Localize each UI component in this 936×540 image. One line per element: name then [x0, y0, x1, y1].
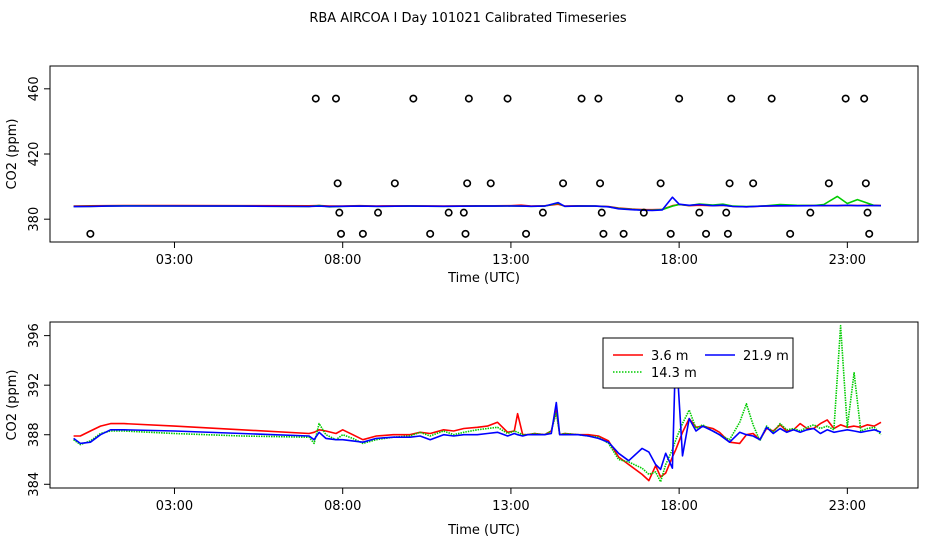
series-line-3-6-m	[73, 409, 882, 482]
plot-marks	[73, 94, 882, 238]
x-tick-label: 03:00	[156, 253, 193, 268]
calibration-point	[86, 229, 95, 238]
calibration-point	[725, 179, 734, 188]
x-tick-label: 08:00	[324, 253, 361, 268]
x-axis-label: Time (UTC)	[447, 271, 520, 286]
calibration-point	[863, 208, 872, 217]
x-axis: 03:00 08:00 13:00 18:00 23:00	[156, 488, 866, 514]
calibration-point	[461, 229, 470, 238]
legend-label-3-6m: 3.6 m	[651, 349, 688, 364]
calibration-point	[656, 179, 665, 188]
calibration-point	[702, 229, 711, 238]
calibration-point	[409, 94, 418, 103]
series-line-14-3-m	[73, 195, 882, 211]
calibration-point	[486, 179, 495, 188]
calibration-point	[865, 229, 874, 238]
calibration-point	[374, 208, 383, 217]
calibration-point	[597, 208, 606, 217]
calibration-point	[444, 208, 453, 217]
calibration-point	[786, 229, 795, 238]
series-line-21-9-m	[73, 344, 882, 471]
calibration-point	[722, 208, 731, 217]
y-tick-label: 384	[27, 472, 42, 497]
calibration-point	[559, 179, 568, 188]
calibration-point	[695, 208, 704, 217]
calibration-point	[861, 179, 870, 188]
calibration-point	[311, 94, 320, 103]
legend: 3.6 m 21.9 m 14.3 m	[602, 337, 794, 389]
calibration-panel: 03:00 08:00 13:00 18:00 23:00 380 420 460 Time…	[5, 65, 919, 286]
calibration-point	[331, 94, 340, 103]
calibration-point	[335, 208, 344, 217]
calibration-point	[767, 94, 776, 103]
figure-title: RBA AIRCOA I Day 101021 Calibrated Times…	[309, 11, 627, 26]
y-tick-label: 380	[27, 207, 42, 232]
calibration-point	[463, 179, 472, 188]
x-tick-label: 13:00	[492, 253, 529, 268]
calibration-point	[358, 229, 367, 238]
calibration-point	[749, 179, 758, 188]
y-tick-label: 420	[27, 142, 42, 167]
calibration-point	[727, 94, 736, 103]
calibration-point	[723, 229, 732, 238]
calibration-point	[337, 229, 346, 238]
calibration-point	[538, 208, 547, 217]
y-tick-label: 396	[27, 323, 42, 348]
y-axis: 380 420 460	[27, 76, 50, 232]
calibration-point	[675, 94, 684, 103]
plot-marks	[73, 324, 882, 483]
series-line-21-9-m	[73, 196, 882, 212]
x-axis-label: Time (UTC)	[447, 523, 520, 538]
calibration-point	[594, 94, 603, 103]
x-tick-label: 23:00	[829, 253, 866, 268]
calibration-point	[459, 208, 468, 217]
legend-label-21-9m: 21.9 m	[743, 349, 789, 364]
x-tick-label: 23:00	[829, 499, 866, 514]
calibration-point	[503, 94, 512, 103]
y-tick-label: 392	[27, 373, 42, 398]
calibration-point	[599, 229, 608, 238]
y-axis-label: CO2 (ppm)	[5, 369, 20, 440]
calibration-point	[426, 229, 435, 238]
calibration-point	[666, 229, 675, 238]
y-axis: 384 388 392 396	[27, 323, 50, 497]
calibration-point	[333, 179, 342, 188]
x-tick-label: 03:00	[156, 499, 193, 514]
calibration-point	[464, 94, 473, 103]
x-axis: 03:00 08:00 13:00 18:00 23:00	[156, 242, 866, 268]
calibration-point	[860, 94, 869, 103]
x-tick-label: 13:00	[492, 499, 529, 514]
calibration-point	[639, 208, 648, 217]
y-axis-label: CO2 (ppm)	[5, 118, 20, 189]
y-tick-label: 388	[27, 422, 42, 447]
plot-frame	[49, 321, 919, 489]
timeseries-panel: 03:00 08:00 13:00 18:00 23:00 384 388 392 396 T…	[5, 321, 919, 538]
legend-box	[602, 337, 794, 389]
x-tick-label: 18:00	[660, 253, 697, 268]
calibration-point	[596, 179, 605, 188]
calibration-point	[619, 229, 628, 238]
calibration-point	[841, 94, 850, 103]
calibration-point	[824, 179, 833, 188]
calibration-point	[806, 208, 815, 217]
calibration-point	[390, 179, 399, 188]
x-tick-label: 18:00	[660, 499, 697, 514]
x-tick-label: 08:00	[324, 499, 361, 514]
y-tick-label: 460	[27, 76, 42, 101]
calibration-point	[522, 229, 531, 238]
calibration-point	[577, 94, 586, 103]
legend-label-14-3m: 14.3 m	[651, 366, 697, 381]
plot-frame	[49, 65, 919, 243]
